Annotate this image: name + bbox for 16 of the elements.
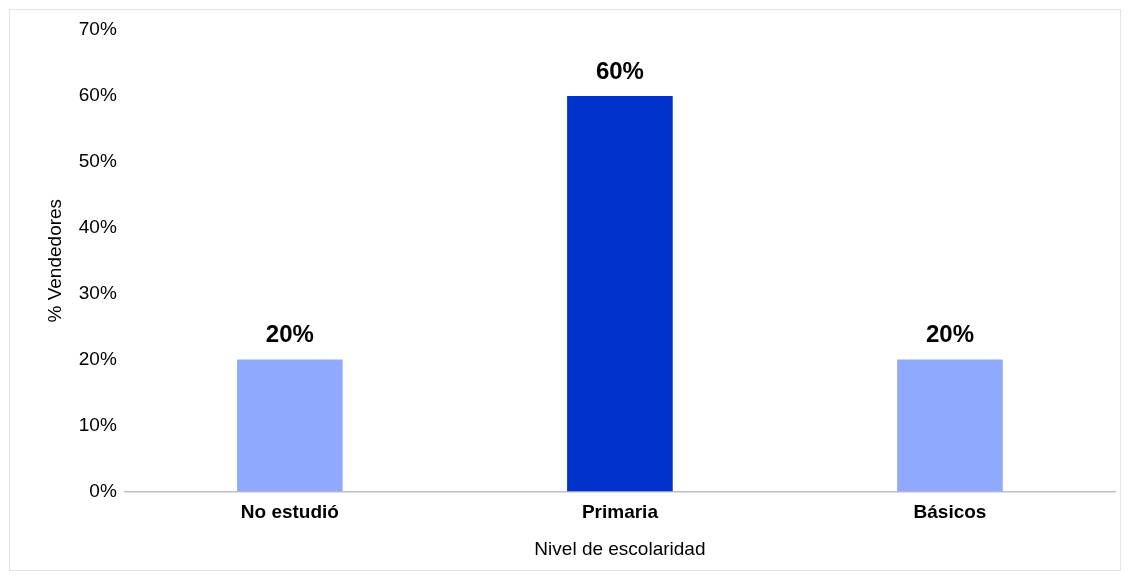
data-label: 20% [265, 320, 314, 348]
x-tick-label: No estudió [240, 501, 339, 523]
data-label: 20% [925, 320, 974, 348]
data-label: 60% [595, 56, 644, 84]
y-tick-label: 30% [78, 281, 117, 303]
y-tick-label: 70% [78, 18, 117, 40]
x-tick-label: Básicos [913, 501, 987, 523]
y-tick-label: 20% [78, 347, 117, 369]
y-axis-title: % Vendedores [43, 198, 65, 323]
x-tick-label: Primaria [581, 501, 659, 523]
y-tick-label: 60% [78, 84, 117, 106]
y-tick-label: 10% [78, 413, 117, 435]
y-tick-label: 40% [78, 215, 117, 237]
y-tick-label: 0% [89, 479, 117, 501]
y-tick-label: 50% [78, 150, 117, 172]
x-axis-title: Nivel de escolaridad [534, 537, 706, 559]
